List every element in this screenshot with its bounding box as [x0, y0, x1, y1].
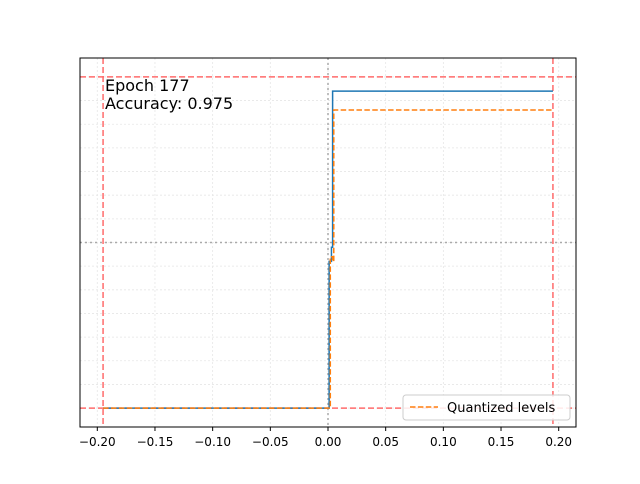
- accuracy-annotation: Accuracy: 0.975: [105, 94, 233, 113]
- legend-label-quantized: Quantized levels: [447, 401, 556, 416]
- legend: Quantized levels: [402, 394, 571, 421]
- series-layer: [103, 90, 553, 409]
- x-tick-label: 0.05: [372, 435, 399, 449]
- x-tick-label: 0.10: [430, 435, 457, 449]
- series-quantized-levels: [103, 109, 553, 409]
- epoch-annotation: Epoch 177: [105, 76, 190, 95]
- x-tick-label: −0.15: [137, 435, 174, 449]
- x-tick-label: 0.20: [545, 435, 572, 449]
- x-tick-label: 0.15: [488, 435, 515, 449]
- x-tick-label: 0.00: [315, 435, 342, 449]
- x-ticks-layer: −0.20 −0.15 −0.10 −0.05 0.00 0.05 0.10 0.15 0.20: [79, 427, 572, 449]
- x-tick-label: −0.20: [79, 435, 116, 449]
- x-tick-label: −0.05: [252, 435, 289, 449]
- x-tick-label: −0.10: [194, 435, 231, 449]
- legend-box: [402, 394, 571, 421]
- series-step-function: [103, 90, 553, 409]
